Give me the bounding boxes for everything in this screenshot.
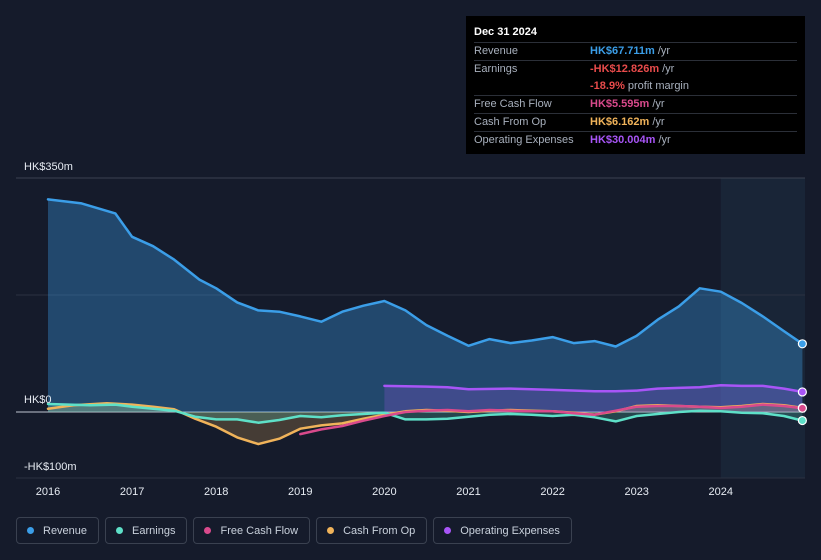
legend-item-operating-expenses[interactable]: Operating Expenses xyxy=(433,517,572,544)
x-tick-label: 2022 xyxy=(540,486,564,498)
legend-item-revenue[interactable]: Revenue xyxy=(16,517,100,544)
x-tick-label: 2021 xyxy=(456,486,480,498)
x-tick-label: 2019 xyxy=(288,486,312,498)
tooltip-unit: /yr xyxy=(657,45,671,57)
earnings-endpoint xyxy=(797,415,807,426)
tooltip-value: HK$6.162m xyxy=(590,116,650,128)
earnings-line xyxy=(46,402,804,424)
tooltip-unit: /yr xyxy=(652,116,665,128)
tooltip-row-earnings: Earnings -HK$12.826m /yr xyxy=(474,61,797,78)
legend: Revenue Earnings Free Cash Flow Cash Fro… xyxy=(16,517,572,544)
series-endpoints xyxy=(797,339,807,426)
legend-item-cash-from-op[interactable]: Cash From Op xyxy=(316,517,428,544)
earnings-area xyxy=(48,404,803,423)
tooltip-value: HK$5.595m xyxy=(590,98,650,110)
tooltip-unit: profit margin xyxy=(627,80,689,92)
legend-dot-icon xyxy=(204,527,212,534)
operating-expenses-area xyxy=(384,385,803,412)
x-tick-label: 2024 xyxy=(709,486,733,498)
x-tick-label: 2020 xyxy=(372,486,396,498)
x-tick-label: 2023 xyxy=(624,486,648,498)
legend-dot-icon xyxy=(327,527,335,534)
highlight-band xyxy=(720,178,805,478)
free-cash-flow-endpoint xyxy=(797,403,807,413)
legend-dot-icon xyxy=(444,527,452,534)
tooltip-row-cash-from-op: Cash From Op HK$6.162m /yr xyxy=(474,114,797,132)
tooltip-row-revenue: Revenue HK$67.711m /yr xyxy=(474,43,797,61)
tooltip-unit: /yr xyxy=(662,63,675,75)
tooltip-value: HK$67.711m xyxy=(590,45,655,57)
tooltip-label xyxy=(474,78,590,95)
legend-label: Earnings xyxy=(132,524,176,537)
x-axis-ticks: 2016 2017 2018 2019 2020 2021 2022 2023 2024 xyxy=(36,486,733,498)
x-tick-label: 2018 xyxy=(204,486,228,498)
free-cash-flow-line xyxy=(299,403,804,436)
tooltip-value: -HK$12.826m xyxy=(590,63,660,75)
legend-label: Free Cash Flow xyxy=(220,524,299,537)
tooltip-label: Earnings xyxy=(474,63,518,75)
tooltip-row-operating-expenses: Operating Expenses HK$30.004m /yr xyxy=(474,132,797,149)
operating-expenses-endpoint xyxy=(797,387,807,397)
tooltip-label: Revenue xyxy=(474,45,519,57)
x-tick-label: 2017 xyxy=(120,486,144,498)
tooltip-panel: Dec 31 2024 Revenue HK$67.711m /yr Earni… xyxy=(466,16,805,154)
tooltip-label: Operating Expenses xyxy=(474,134,574,146)
legend-item-free-cash-flow[interactable]: Free Cash Flow xyxy=(193,517,311,544)
series-lines xyxy=(46,198,804,446)
legend-dot-icon xyxy=(116,527,124,534)
tooltip-unit: /yr xyxy=(652,98,665,110)
revenue-endpoint xyxy=(797,339,807,349)
operating-expenses-line xyxy=(383,384,804,394)
tooltip-label: Free Cash Flow xyxy=(474,98,552,110)
tooltip-unit: /yr xyxy=(658,134,671,146)
legend-dot-icon xyxy=(27,527,34,534)
y-label-zero: HK$0 xyxy=(24,394,52,406)
tooltip-row-free-cash-flow: Free Cash Flow HK$5.595m /yr xyxy=(474,96,797,114)
tooltip-label: Cash From Op xyxy=(474,116,547,128)
legend-label: Operating Expenses xyxy=(460,524,560,537)
y-label-bottom: -HK$100m xyxy=(24,461,77,473)
x-tick-label: 2016 xyxy=(36,486,60,498)
cash-from-op-area xyxy=(48,403,803,445)
y-label-top: HK$350m xyxy=(24,161,73,173)
revenue-line xyxy=(46,198,804,348)
tooltip-date: Dec 31 2024 xyxy=(474,22,797,43)
legend-label: Cash From Op xyxy=(343,524,416,537)
tooltip-row-profit-margin: -18.9% profit margin xyxy=(474,78,797,96)
legend-item-earnings[interactable]: Earnings xyxy=(105,517,188,544)
legend-label: Revenue xyxy=(43,524,88,537)
revenue-area xyxy=(48,199,803,412)
tooltip-value: -18.9% xyxy=(590,80,625,92)
series-areas xyxy=(48,199,803,445)
tooltip-value: HK$30.004m xyxy=(590,134,656,146)
